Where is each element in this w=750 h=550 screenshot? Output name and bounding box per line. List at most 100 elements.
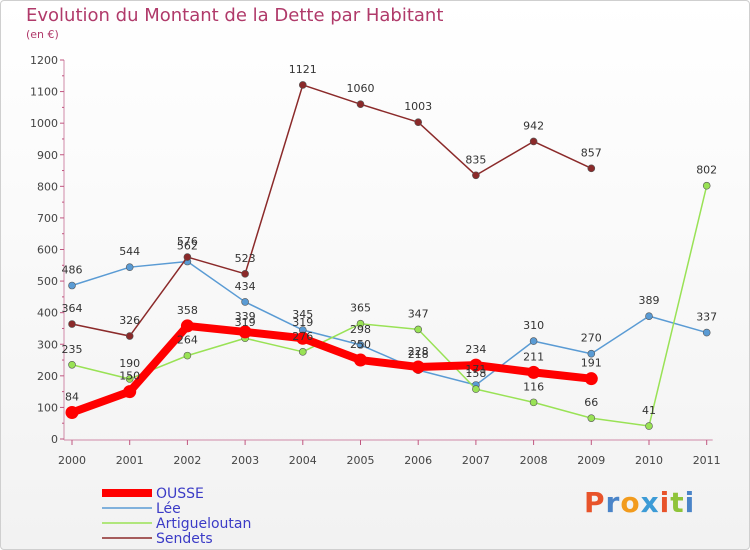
- data-point: [183, 253, 192, 261]
- data-label: 389: [639, 294, 660, 307]
- y-tick-label: 0: [51, 433, 58, 446]
- series-line: [71, 184, 708, 427]
- data-point: [702, 328, 711, 337]
- data-label: 942: [523, 119, 544, 132]
- data-label: 486: [62, 264, 83, 277]
- y-tick-label: 900: [37, 149, 58, 162]
- data-label: 250: [350, 338, 371, 351]
- data-point: [68, 360, 76, 369]
- data-label: 1060: [347, 82, 375, 95]
- x-tick-label: 2004: [289, 454, 317, 467]
- data-label: 171: [465, 363, 486, 376]
- x-tick-label: 2001: [116, 454, 144, 467]
- data-label: 576: [177, 235, 198, 248]
- data-point: [65, 405, 79, 419]
- data-label: 319: [292, 316, 313, 329]
- y-tick-label: 700: [37, 212, 58, 225]
- data-point: [183, 351, 192, 360]
- data-point: [584, 372, 598, 386]
- y-tick-label: 300: [37, 338, 58, 351]
- data-label: 347: [408, 307, 429, 320]
- data-point: [587, 349, 596, 358]
- data-point: [645, 422, 653, 430]
- x-tick-label: 2005: [347, 454, 375, 467]
- data-point: [125, 375, 134, 383]
- data-label: 158: [465, 367, 486, 380]
- x-tick-label: 2000: [58, 454, 86, 467]
- data-label: 1003: [404, 100, 432, 113]
- data-label: 562: [177, 240, 198, 253]
- data-label: 66: [584, 396, 598, 409]
- data-label: 339: [235, 310, 256, 323]
- data-label: 211: [523, 350, 544, 363]
- data-label: 434: [235, 280, 256, 293]
- data-label: 84: [65, 390, 79, 403]
- x-tick-label: 2010: [635, 454, 663, 467]
- y-tick-label: 100: [37, 401, 58, 414]
- data-point: [469, 358, 483, 372]
- y-tick-label: 200: [37, 370, 58, 383]
- data-label: 364: [62, 302, 83, 315]
- data-point: [68, 281, 76, 290]
- data-label: 235: [62, 343, 83, 356]
- data-label: 276: [292, 330, 313, 343]
- data-point: [123, 385, 137, 399]
- logo-letter: t: [670, 486, 685, 519]
- data-label: 365: [350, 302, 371, 315]
- y-tick-label: 600: [37, 244, 58, 257]
- data-label: 345: [292, 308, 313, 321]
- legend-label: Lée: [156, 501, 181, 517]
- data-label: 326: [119, 314, 140, 327]
- legend-label: Artigueloutan: [156, 516, 251, 532]
- data-label: 544: [119, 245, 140, 258]
- series-line: [71, 260, 708, 386]
- data-point: [296, 331, 310, 345]
- data-point: [241, 298, 249, 306]
- series-ousse: [65, 319, 598, 419]
- data-point: [702, 181, 711, 190]
- logo-letter: r: [605, 486, 621, 519]
- data-point: [529, 398, 538, 407]
- series-line: [68, 321, 596, 417]
- data-point: [298, 348, 307, 356]
- x-tick-label: 2008: [520, 454, 548, 467]
- data-point: [180, 319, 194, 333]
- x-tick-label: 2003: [231, 454, 259, 467]
- data-point: [411, 360, 425, 374]
- logo-letter: P: [584, 486, 606, 519]
- data-label: 310: [523, 319, 544, 332]
- x-tick-label: 2009: [577, 454, 605, 467]
- data-label: 150: [119, 370, 140, 383]
- series-lée: [68, 257, 711, 389]
- data-label: 270: [581, 332, 602, 345]
- logo-letter: x: [640, 486, 660, 519]
- data-point: [68, 320, 76, 328]
- data-label: 835: [465, 153, 486, 166]
- data-point: [298, 81, 307, 89]
- y-tick-label: 1000: [30, 117, 58, 130]
- data-point: [529, 137, 538, 146]
- logo-letter: o: [620, 486, 641, 519]
- data-label: 41: [642, 404, 656, 417]
- y-tick-label: 500: [37, 275, 58, 288]
- data-label: 298: [350, 323, 371, 336]
- data-point: [125, 263, 134, 271]
- data-label: 234: [465, 343, 486, 356]
- data-point: [472, 171, 480, 180]
- data-label: 1121: [289, 63, 317, 76]
- data-label: 337: [696, 311, 717, 324]
- data-label: 228: [408, 345, 429, 358]
- data-point: [472, 385, 480, 393]
- series-artigueloutan: [68, 181, 711, 430]
- x-tick-label: 2006: [404, 454, 432, 467]
- data-point: [356, 319, 365, 328]
- data-point: [241, 270, 249, 278]
- x-tick-label: 2007: [462, 454, 490, 467]
- data-point: [527, 365, 541, 379]
- logo-letter: i: [684, 486, 696, 519]
- data-label: 358: [177, 304, 198, 317]
- data-point: [125, 332, 134, 340]
- data-label: 190: [119, 357, 140, 370]
